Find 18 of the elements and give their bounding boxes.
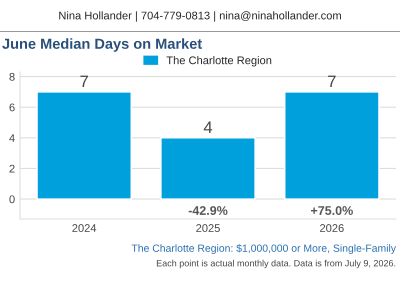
x-tick-label: 2025 (196, 224, 220, 232)
y-tick-label: 2 (10, 164, 15, 172)
data-label: 4 (204, 122, 212, 133)
chart-title: June Median Days on Market (2, 38, 202, 52)
text: The Charlotte Region: $1,000,000 or More, Single-Family (132, 244, 396, 254)
x-tick-label: 2026 (320, 224, 344, 232)
data-label: 7 (328, 76, 336, 88)
annotation: +75.0% (311, 206, 353, 215)
data-label: 7 (80, 76, 88, 88)
y-tick-label: 4 (9, 134, 15, 142)
x-tick-label: 2024 (72, 224, 96, 232)
y-tick-label: 0 (9, 195, 15, 204)
chart-subtitle: Nina Hollander | 704-779-0813 | nina@ninahollander.com (59, 11, 341, 22)
text: Each point is actual monthly data. Data is from July 9, 2026. (156, 260, 396, 268)
annotation: -42.9% (188, 206, 228, 215)
y-tick-label: 8 (9, 72, 15, 81)
legend-label: The Charlotte Region (166, 56, 272, 66)
y-tick-label: 6 (10, 103, 15, 112)
